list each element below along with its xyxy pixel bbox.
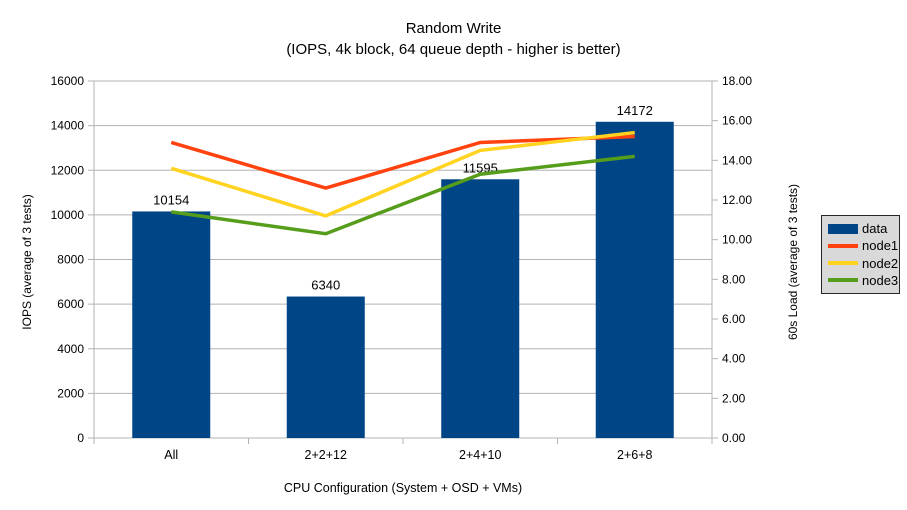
right-axis-tick-label: 18.00 <box>722 74 752 88</box>
category-label: 2+2+12 <box>305 448 347 462</box>
left-axis-tick-label: 12000 <box>51 163 85 177</box>
line-node2 <box>170 130 635 218</box>
bar-value-label: 10154 <box>153 192 189 207</box>
legend-item-data: data <box>828 221 899 237</box>
chart-title: Random Write <box>405 20 502 37</box>
category-label: All <box>164 448 178 462</box>
left-axis-tick-label: 14000 <box>51 119 85 133</box>
legend-label: node2 <box>862 255 899 271</box>
legend-swatch-data <box>828 223 858 234</box>
x-axis-title: CPU Configuration (System + OSD + VMs) <box>283 481 523 495</box>
legend-swatch-node1 <box>828 243 858 248</box>
left-axis-tick-label: 8000 <box>57 253 84 267</box>
line-node3 <box>171 154 635 236</box>
right-axis-tick-label: 4.00 <box>722 352 746 366</box>
category-label: 2+4+10 <box>459 448 501 462</box>
left-axis-tick-label: 0 <box>77 431 84 445</box>
legend-item-node2: node2 <box>828 255 899 271</box>
bar-value-label: 14172 <box>617 103 653 118</box>
left-axis-tick-label: 2000 <box>57 386 84 400</box>
legend-label: node3 <box>862 272 899 288</box>
legend-label: data <box>862 221 888 237</box>
bar <box>441 179 520 438</box>
legend-label: node1 <box>862 238 899 254</box>
legend-swatch-node3 <box>828 278 858 283</box>
left-axis-tick-label: 16000 <box>51 74 85 88</box>
legend: data node1 node2 node3 <box>821 215 900 294</box>
right-axis-tick-label: 14.00 <box>722 153 752 167</box>
chart-subtitle: (IOPS, 4k block, 64 queue depth - higher… <box>286 41 621 58</box>
left-axis-tick-label: 4000 <box>57 342 84 356</box>
right-axis-tick-label: 16.00 <box>722 114 752 128</box>
left-axis-title: IOPS (average of 3 tests) <box>20 194 34 330</box>
right-axis-tick-label: 6.00 <box>722 312 746 326</box>
legend-item-node1: node1 <box>828 238 899 254</box>
right-axis-tick-label: 2.00 <box>722 391 746 405</box>
legend-item-node3: node3 <box>828 272 899 288</box>
bar-value-label: 6340 <box>311 278 340 293</box>
left-axis-tick-label: 6000 <box>57 297 84 311</box>
category-label: 2+6+8 <box>617 448 653 462</box>
bar <box>132 211 211 438</box>
right-axis-title: 60s Load (average of 3 tests) <box>786 183 800 341</box>
right-axis-tick-label: 12.00 <box>722 193 752 207</box>
right-axis-tick-label: 10.00 <box>722 233 752 247</box>
right-axis-tick-label: 8.00 <box>722 272 746 286</box>
line-node1 <box>170 134 635 190</box>
bar <box>595 121 674 439</box>
bar <box>286 296 365 438</box>
right-axis-tick-label: 0.00 <box>722 431 746 445</box>
left-axis-tick-label: 10000 <box>51 208 85 222</box>
legend-swatch-node2 <box>828 261 858 266</box>
